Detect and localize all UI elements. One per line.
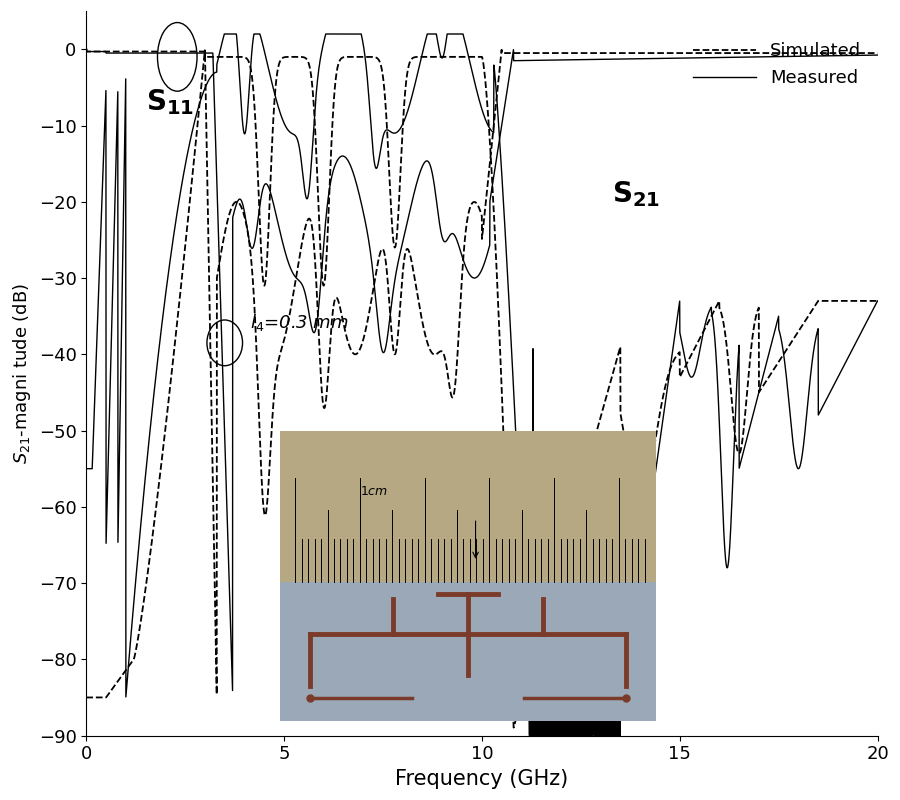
Measured bbox=[383, 126, 394, 135]
Measured bbox=[555, 673, 566, 682]
Line: Measured: Measured bbox=[86, 34, 878, 736]
Text: $\mathbf{S_{11}}$: $\mathbf{S_{11}}$ bbox=[146, 87, 194, 117]
Simulated bbox=[671, 350, 682, 360]
Simulated bbox=[732, 444, 742, 454]
Simulated bbox=[555, 554, 566, 563]
Measured bbox=[596, 731, 607, 741]
Legend: Simulated, Measured: Simulated, Measured bbox=[685, 34, 868, 94]
Text: $\mathbf{S_{21}}$: $\mathbf{S_{21}}$ bbox=[612, 178, 661, 209]
Simulated bbox=[596, 410, 607, 420]
Simulated bbox=[225, 52, 236, 62]
Measured bbox=[219, 29, 230, 38]
Simulated bbox=[383, 158, 394, 167]
X-axis label: Frequency (GHz): Frequency (GHz) bbox=[395, 769, 569, 789]
Measured bbox=[225, 29, 236, 38]
Simulated bbox=[872, 296, 883, 306]
Measured bbox=[671, 315, 682, 325]
Simulated bbox=[81, 693, 92, 702]
Measured bbox=[81, 464, 92, 474]
Line: Simulated: Simulated bbox=[86, 50, 878, 728]
Measured bbox=[524, 731, 535, 741]
Measured bbox=[872, 296, 883, 306]
Text: $l_4$=0.3 mm: $l_4$=0.3 mm bbox=[250, 312, 349, 333]
Simulated bbox=[200, 46, 211, 55]
Measured bbox=[732, 371, 742, 381]
Y-axis label: $S_{21}$-magni tude (dB): $S_{21}$-magni tude (dB) bbox=[11, 282, 33, 464]
Simulated bbox=[508, 723, 519, 733]
